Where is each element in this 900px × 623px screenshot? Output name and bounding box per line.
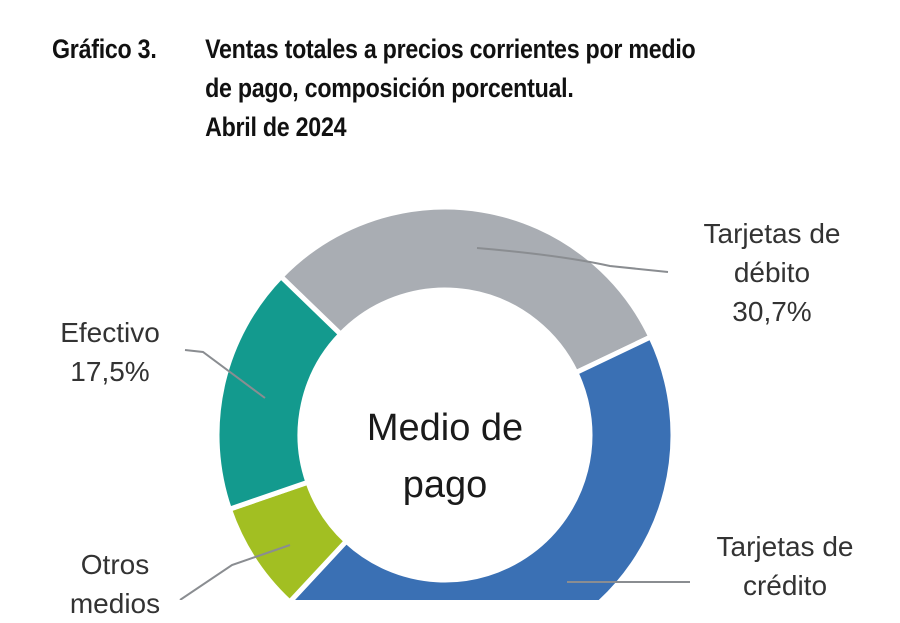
donut-center-label: Medio de pago bbox=[320, 400, 570, 514]
title-line-2: de pago, composición porcentual. bbox=[205, 73, 574, 103]
donut-chart bbox=[179, 204, 690, 600]
figure-number: Gráfico 3. bbox=[52, 34, 157, 64]
label-efectivo-value: 17,5% bbox=[70, 356, 150, 387]
center-label-line-1: Medio de bbox=[366, 407, 524, 449]
label-credito-line-1: Tarjetas de bbox=[716, 531, 854, 562]
leader-lines bbox=[179, 247, 690, 600]
label-otros-line-1: Otros bbox=[80, 549, 150, 580]
center-label-line-2: pago bbox=[402, 464, 488, 506]
segment-debito bbox=[277, 204, 655, 376]
label-otros-line-2: medios bbox=[69, 588, 161, 619]
title-line-3: Abril de 2024 bbox=[205, 112, 347, 142]
label-debito-line-2: débito bbox=[733, 257, 811, 288]
label-efectivo: Efectivo 17,5% bbox=[30, 313, 190, 391]
label-tarjetas-credito: Tarjetas de crédito bbox=[685, 527, 885, 605]
chart-title: Gráfico 3. Ventas totales a precios corr… bbox=[52, 30, 696, 147]
label-efectivo-line-1: Efectivo bbox=[60, 317, 160, 348]
label-tarjetas-debito: Tarjetas de débito 30,7% bbox=[672, 214, 872, 331]
leader-line-debito bbox=[476, 247, 669, 273]
leader-line-otros bbox=[179, 544, 291, 600]
label-debito-line-1: Tarjetas de bbox=[703, 218, 841, 249]
segment-efectivo bbox=[214, 273, 345, 513]
donut-segments bbox=[214, 204, 676, 600]
label-credito-line-2: crédito bbox=[742, 570, 828, 601]
leader-line-efectivo bbox=[184, 349, 266, 399]
label-otros-medios: Otros medios bbox=[40, 545, 190, 623]
segment-credito bbox=[288, 333, 676, 600]
label-debito-value: 30,7% bbox=[732, 296, 812, 327]
title-line-1: Ventas totales a precios corrientes por … bbox=[205, 34, 696, 64]
